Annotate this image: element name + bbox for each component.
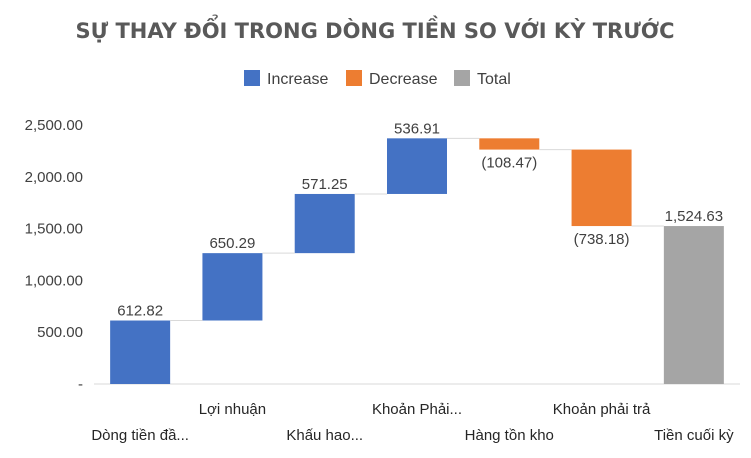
data-label-2: 650.29: [209, 235, 255, 252]
chart-title: SỰ THAY ĐỔI TRONG DÒNG TIỀN SO VỚI KỲ TR…: [75, 14, 674, 43]
plot-area: 612.82 650.29 571.25 536.91 (108.47) (738.18)…: [94, 120, 740, 385]
legend: Increase Decrease Total: [244, 70, 511, 88]
legend-label-total: Total: [477, 71, 511, 88]
legend-label-increase: Increase: [267, 71, 328, 88]
category-label-7: Tiền cuối kỳ: [654, 427, 734, 444]
category-label-1: Dòng tiền đầ...: [91, 427, 189, 444]
y-tick-label: 500.00: [37, 324, 83, 341]
data-label-6: (738.18): [574, 231, 630, 248]
legend-swatch-increase: [244, 70, 260, 86]
y-tick-label: 2,500.00: [25, 117, 83, 134]
y-tick-label: 1,000.00: [25, 272, 83, 289]
bar-7: [663, 226, 724, 384]
data-label-5: (108.47): [481, 155, 537, 172]
y-tick-label: 1,500.00: [25, 221, 83, 238]
y-axis: - 500.00 1,000.00 1,500.00 2,000.00 2,500.00: [25, 117, 83, 393]
bar-3: [294, 193, 355, 254]
bar-6: [571, 149, 632, 227]
legend-swatch-decrease: [346, 70, 362, 86]
category-label-6: Khoản phải trả: [553, 401, 651, 418]
category-label-5: Hàng tồn kho: [465, 427, 554, 444]
y-tick-label: 2,000.00: [25, 169, 83, 186]
data-label-3: 571.25: [302, 176, 348, 193]
bar-2: [202, 253, 263, 321]
legend-label-decrease: Decrease: [369, 71, 438, 88]
data-label-4: 536.91: [394, 120, 440, 137]
bar-5: [479, 138, 540, 150]
bar-4: [387, 138, 447, 194]
category-label-3: Khấu hao...: [286, 427, 363, 444]
x-axis: Dòng tiền đầ... Lợi nhuận Khấu hao... Khoản…: [91, 401, 734, 444]
legend-swatch-total: [454, 70, 470, 86]
data-label-1: 612.82: [117, 303, 163, 320]
bar-1: [110, 320, 171, 384]
y-tick-label: -: [78, 376, 83, 393]
category-label-4: Khoản Phải...: [372, 401, 462, 418]
data-label-7: 1,524.63: [665, 208, 723, 225]
category-label-2: Lợi nhuận: [199, 401, 266, 418]
